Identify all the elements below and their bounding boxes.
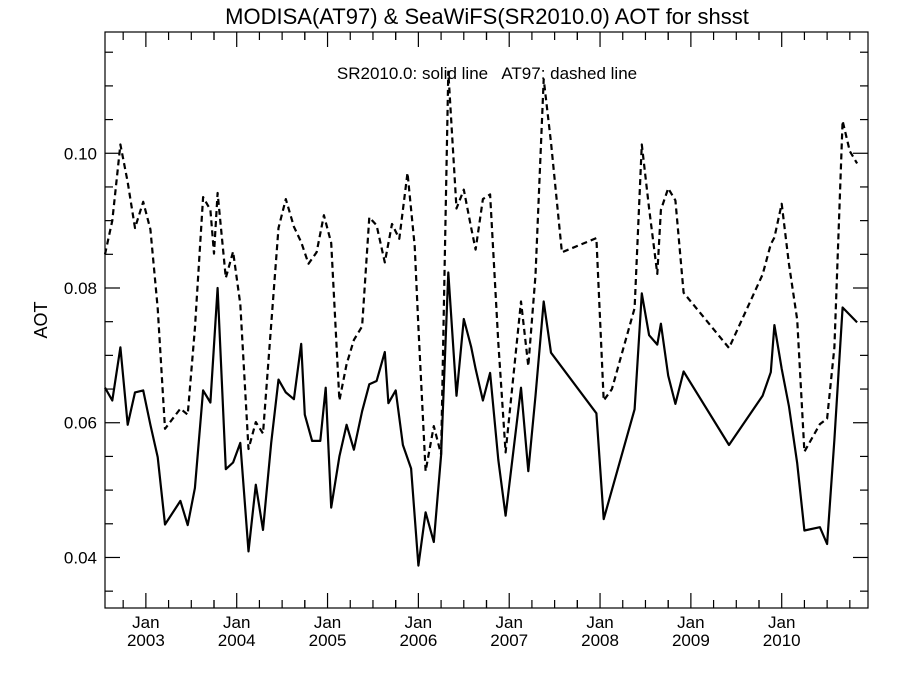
x-tick-year-label: 2010: [763, 631, 801, 650]
x-tick-month-label: Jan: [405, 613, 432, 632]
x-tick-month-label: Jan: [223, 613, 250, 632]
chart-title: MODISA(AT97) & SeaWiFS(SR2010.0) AOT for…: [225, 4, 749, 29]
x-tick-month-label: Jan: [132, 613, 159, 632]
y-axis-ticks: 0.04 0.06 0.08 0.10: [64, 51, 868, 592]
y-tick-label: 0.10: [64, 144, 97, 163]
x-tick-month-label: Jan: [768, 613, 795, 632]
y-tick-label: 0.04: [64, 548, 97, 567]
x-tick-year-label: 2003: [127, 631, 165, 650]
y-tick-label: 0.06: [64, 414, 97, 433]
series-lines: [103, 70, 859, 567]
x-tick-year-label: 2006: [399, 631, 437, 650]
x-tick-month-label: Jan: [314, 613, 341, 632]
series-line-sr2010-0: [104, 271, 858, 567]
x-tick-year-label: 2009: [672, 631, 710, 650]
x-tick-year-label: 2007: [490, 631, 528, 650]
x-tick-month-label: Jan: [495, 613, 522, 632]
y-tick-label: 0.08: [64, 279, 97, 298]
x-tick-month-label: Jan: [586, 613, 613, 632]
x-tick-year-label: 2008: [581, 631, 619, 650]
x-tick-year-label: 2004: [218, 631, 256, 650]
y-axis-label: AOT: [31, 301, 51, 338]
x-tick-month-label: Jan: [677, 613, 704, 632]
series-line-at97: [103, 70, 859, 473]
x-axis-ticks: Jan2003Jan2004Jan2005Jan2006Jan2007Jan20…: [122, 32, 851, 650]
legend-text: SR2010.0: solid line AT97: dashed line: [337, 64, 637, 83]
x-tick-year-label: 2005: [309, 631, 347, 650]
